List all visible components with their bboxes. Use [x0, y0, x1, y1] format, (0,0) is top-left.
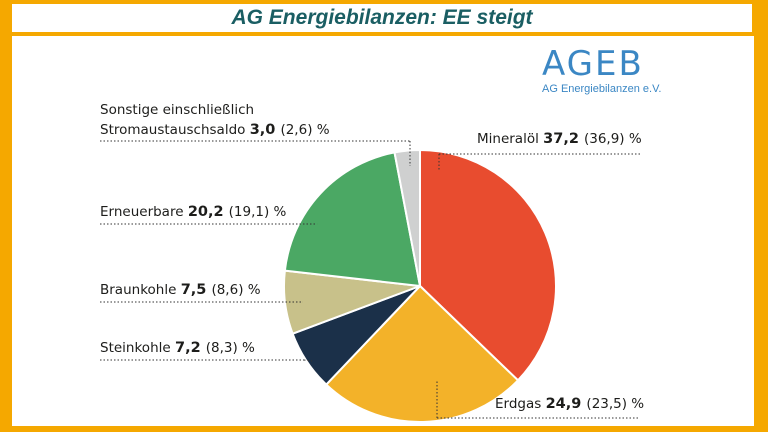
slice-value-6: 3,0 — [250, 122, 281, 138]
slice-value-5: 20,2 — [188, 204, 229, 220]
logo-subtitle: AG Energiebilanzen e.V. — [542, 83, 662, 95]
slice-label-5: Erneuerbare 20,2 (19,1) % — [100, 204, 287, 220]
slice-label-line1-6: Sonstige einschließlich — [100, 102, 254, 118]
slice-name-5: Erneuerbare — [100, 204, 188, 220]
slice-name-4: Braunkohle — [100, 282, 181, 298]
slice-previous-3: (8,3) % — [206, 340, 255, 356]
slice-value-1: 37,2 — [543, 131, 584, 147]
slice-value-4: 7,5 — [181, 282, 212, 298]
slice-label-2: Erdgas 24,9 (23,5) % — [495, 396, 644, 412]
slice-label-3: Steinkohle 7,2 (8,3) % — [100, 340, 255, 356]
pie-slice-1 — [419, 148, 557, 382]
ageb-logo: AGEB AG Energiebilanzen e.V. — [542, 46, 662, 95]
logo-wordmark: AGEB — [542, 44, 644, 84]
slice-previous-1: (36,9) % — [584, 131, 642, 147]
pie-chart: Mineralöl 37,2 (36,9) % Erdgas 24,9 (23,5… — [100, 102, 644, 423]
slice-previous-5: (19,1) % — [229, 204, 287, 220]
pie-slice-5 — [283, 151, 422, 288]
slice-previous-2: (23,5) % — [586, 396, 644, 412]
slice-name-2: Erdgas — [495, 396, 546, 412]
title-bar: AG Energiebilanzen: EE steigt — [12, 4, 752, 32]
slice-label-1: Mineralöl 37,2 (36,9) % — [477, 131, 642, 147]
chart-panel: AGEB AG Energiebilanzen e.V. Mineralöl 3… — [12, 36, 754, 426]
slice-value-3: 7,2 — [175, 340, 206, 356]
leader-drop-3 — [303, 359, 313, 362]
pie-slice-6 — [393, 148, 421, 287]
slice-name-3: Steinkohle — [100, 340, 175, 356]
slice-value-2: 24,9 — [546, 396, 587, 412]
slice-label-6: Stromaustauschsaldo 3,0 (2,6) % — [100, 122, 330, 138]
slice-name-1: Mineralöl — [477, 131, 543, 147]
slice-label-4: Braunkohle 7,5 (8,6) % — [100, 282, 261, 298]
slice-previous-6: (2,6) % — [280, 122, 329, 138]
page-title: AG Energiebilanzen: EE steigt — [231, 6, 533, 29]
pie-slice-2 — [324, 284, 520, 423]
slice-name-6: Stromaustauschsaldo — [100, 122, 250, 138]
slice-previous-4: (8,6) % — [211, 282, 260, 298]
